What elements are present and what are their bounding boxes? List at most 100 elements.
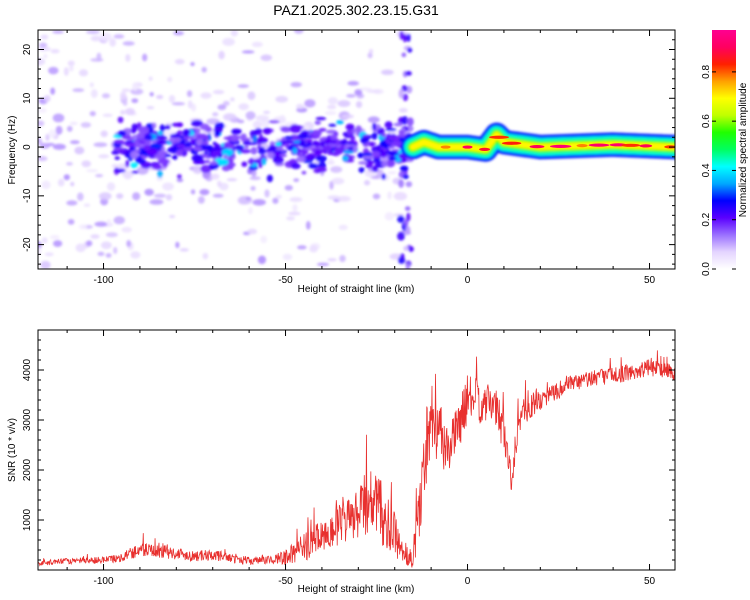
spectrogram-cell [299, 139, 306, 147]
spectrogram-cell [137, 126, 150, 134]
spectrogram-cell [206, 118, 220, 125]
spectrogram-hotspot [440, 145, 451, 149]
spectrogram-cell [125, 108, 135, 116]
spectrogram-cell [57, 178, 65, 187]
spectrogram-cell [408, 246, 414, 252]
spectrogram-cell [240, 133, 247, 139]
spectrogram-cell [212, 193, 224, 198]
spectrogram-cell [327, 258, 337, 262]
spectrogram-cell [284, 135, 294, 140]
spectrogram-cell [44, 252, 54, 257]
spectrogram-cell [327, 104, 337, 110]
spectrogram-cell [245, 111, 256, 120]
snr-panel: -100 -50 0 50 1000 2000 3000 4000 Height of st… [7, 329, 676, 595]
spectrogram-cell [78, 224, 88, 230]
spectrogram-cell [341, 114, 354, 119]
spectrogram-x-tick-label: -100 [94, 275, 114, 286]
spectrogram-cell [52, 143, 66, 150]
spectrogram-cell [156, 147, 162, 152]
spectrogram-cell [371, 132, 378, 140]
spectrogram-cell [280, 126, 293, 133]
spectrogram-cell [366, 89, 381, 93]
spectrogram-cell [249, 176, 261, 181]
spectrogram-cell [245, 196, 252, 201]
snr-y-tick-label: 3000 [22, 408, 33, 431]
spectrogram-cell [157, 131, 164, 136]
spectrogram-cell [309, 245, 318, 253]
spectrogram-cell [403, 245, 409, 252]
spectrogram-cell [152, 122, 157, 129]
spectrogram-cell [398, 108, 408, 113]
snr-x-tick-label: -100 [94, 576, 114, 587]
spectrogram-cell [405, 226, 411, 234]
spectrogram-cell [69, 64, 74, 72]
spectrogram-cell [362, 134, 369, 138]
spectrogram-cell [156, 139, 167, 145]
spectrogram-cell [315, 116, 327, 121]
spectrogram-cell [67, 219, 75, 225]
spectrogram-cell [109, 38, 117, 47]
spectrogram-cell [292, 147, 298, 154]
spectrogram-cell [385, 159, 396, 168]
spectrogram-cell [130, 162, 139, 169]
spectrogram-cell [257, 255, 267, 265]
spectrogram-cell [119, 91, 127, 101]
spectrogram-cell [371, 165, 379, 173]
spectrogram-cell [144, 188, 154, 196]
spectrogram-cell [342, 155, 349, 162]
snr-y-tick-label: 1000 [22, 508, 33, 531]
spectrogram-cell [337, 100, 351, 107]
spectrogram-cell [229, 165, 234, 170]
spectrogram-cell [183, 135, 190, 141]
spectrogram-cell [383, 143, 389, 149]
spectrogram-cell [269, 141, 275, 146]
spectrogram-cell [217, 104, 227, 111]
spectrogram-cell [230, 97, 235, 102]
spectrogram-cell [347, 81, 360, 86]
spectrogram-cell [96, 52, 102, 62]
spectrogram-cell [121, 226, 132, 233]
spectrogram-cell [252, 120, 262, 129]
spectrogram-cell [230, 128, 242, 135]
spectrogram-cell [251, 169, 257, 177]
spectrogram-cell [298, 151, 304, 158]
spectrogram-cell [381, 133, 387, 138]
spectrogram-cell [186, 90, 193, 98]
spectrogram-cell [45, 133, 50, 142]
spectrogram-cell [199, 123, 210, 131]
spectrogram-cell [367, 116, 380, 124]
spectrogram-cell [168, 95, 176, 103]
colorbar-tick-label: 0.6 [701, 114, 712, 128]
spectrogram-cell [113, 246, 118, 254]
spectrogram-cell [151, 164, 162, 170]
spectrogram-hotspot [639, 144, 653, 148]
spectrogram-cell [400, 158, 408, 163]
spectrogram-cell [274, 151, 281, 158]
spectrogram-cell [399, 30, 404, 40]
spectrogram-cell [76, 192, 84, 201]
spectrogram-cell [272, 197, 279, 204]
spectrogram-cell [404, 206, 411, 211]
spectrogram-cell [39, 42, 48, 48]
spectrogram-cell [187, 100, 193, 109]
spectrogram-cell [249, 157, 254, 166]
spectrogram-cell [100, 130, 108, 138]
spectrogram-cell [117, 116, 124, 124]
spectrogram-cell [70, 181, 75, 187]
spectrogram-cell [401, 52, 407, 58]
spectrogram-cell [256, 136, 268, 144]
spectrogram-cell [40, 34, 49, 40]
colorbar: 0.0 0.2 0.4 0.6 0.8 Normalized spectral ampl… [701, 30, 749, 276]
spectrogram-y-ticks: -20 -10 0 10 20 [22, 29, 675, 265]
spectrogram-cell [268, 120, 280, 124]
spectrogram-cell [191, 119, 203, 127]
spectrogram-cell [177, 130, 183, 135]
spectrogram-cell [117, 130, 127, 137]
spectrogram-cell [105, 232, 118, 238]
spectrogram-cell [192, 165, 203, 175]
spectrogram-cell [132, 192, 141, 201]
spectrogram-cell [239, 149, 252, 154]
spectrogram-cell [312, 141, 321, 147]
spectrogram-cell [401, 116, 409, 125]
